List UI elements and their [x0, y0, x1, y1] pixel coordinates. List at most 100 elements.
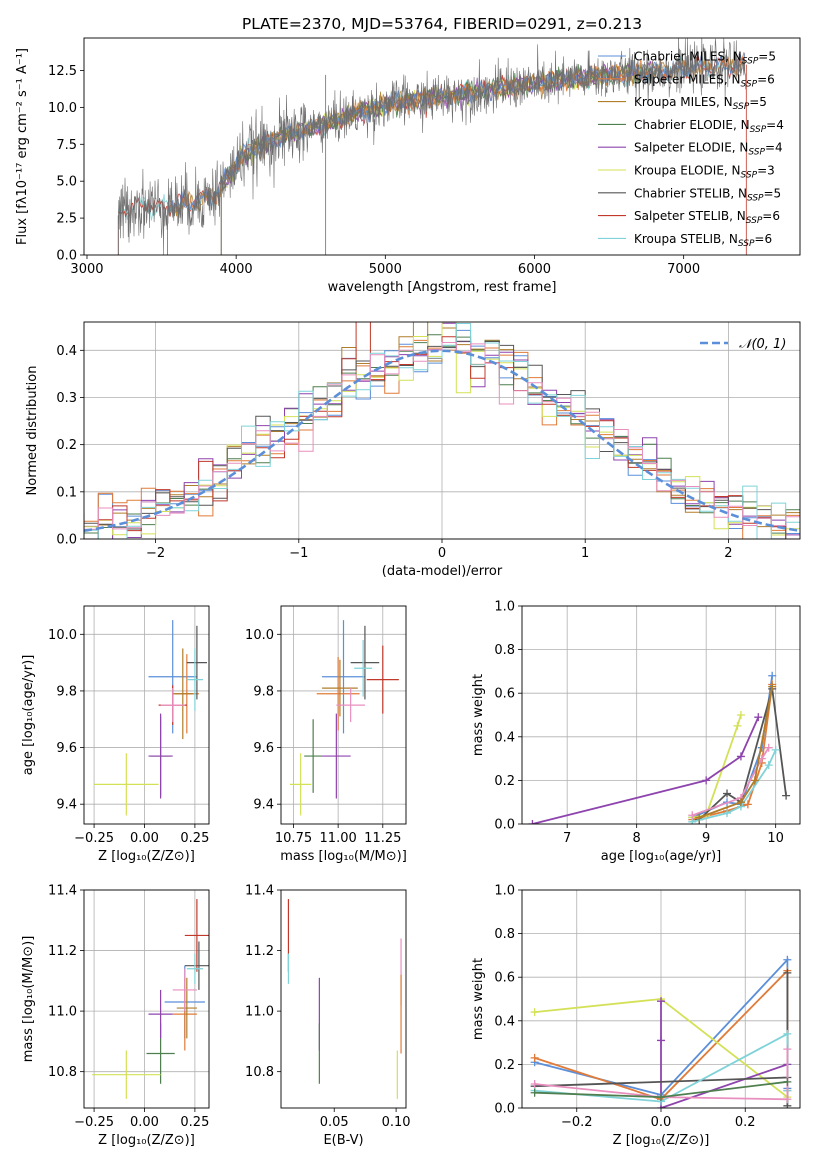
y-tick-label: 0.0: [56, 249, 77, 264]
y-tick-label: 10.0: [48, 101, 77, 116]
legend-subscript: SSP: [750, 125, 767, 135]
x-tick-label: 5000: [369, 262, 402, 277]
y-tick-label: 0.2: [494, 774, 515, 789]
legend-entry: Chabrier ELODIE, NSSP=4: [634, 118, 784, 135]
weight-lines: [530, 955, 792, 1108]
x-tick-label: 7000: [667, 262, 700, 277]
legend-label: Kroupa MILES, N: [634, 95, 733, 109]
y-tick-label: 0.3: [56, 391, 77, 406]
y-tick-label: 11.4: [48, 884, 77, 899]
weight-point-marker: [783, 1045, 792, 1054]
x-tick-label: 0.0: [651, 1115, 672, 1130]
weight-point-marker: [764, 743, 773, 752]
x-tick-label: 0.25: [180, 831, 209, 846]
mass-vs-Z-axes: −0.25 0.00 0.25 10.8 11.0 11.2 11.4 Z [log₁₀(Z/…: [21, 884, 210, 1148]
y-axis-label: mass weight: [471, 958, 486, 1040]
legend-subscript: SSP: [747, 193, 764, 203]
x-tick-label: 0.10: [382, 1115, 411, 1130]
weight-point-marker: [530, 1088, 539, 1097]
legend-value: =4: [765, 141, 783, 155]
y-tick-label: 0.4: [494, 1014, 515, 1029]
x-tick-label: 6000: [518, 262, 551, 277]
weight-point-marker: [783, 955, 792, 964]
x-axis-label: wavelength [Angstrom, rest frame]: [328, 280, 557, 295]
age-vs-mass-axes: 10.75 11.00 11.25 9.4 9.6 9.8 10.0 mass [log₁₀(…: [245, 605, 407, 864]
y-tick-label: 11.2: [48, 944, 77, 959]
x-tick-label: 4000: [220, 262, 253, 277]
y-axis-label: mass [log₁₀(M/M⊙)]: [21, 936, 36, 1063]
x-tick-label: 10: [767, 831, 784, 846]
weight-point-marker: [783, 1077, 792, 1086]
y-tick-label: 9.6: [56, 741, 77, 756]
x-axis-label: age [log₁₀(age/yr)]: [601, 849, 722, 864]
x-tick-label: 0.25: [180, 1115, 209, 1130]
errorbar-group: [92, 899, 209, 1099]
weight-series-line: [534, 1049, 789, 1101]
x-axis-label: Z [log₁₀(Z/Z⊙)]: [98, 849, 195, 864]
y-tick-label: 11.4: [245, 884, 274, 899]
weight-point-marker: [783, 1095, 792, 1104]
legend-entry: Chabrier MILES, NSSP=5: [634, 50, 776, 67]
legend-subscript: SSP: [738, 239, 755, 249]
observed-spectrum-line: [118, 38, 747, 255]
spectrum-frame: [83, 37, 801, 256]
x-tick-label: −2: [146, 546, 165, 561]
x-tick-label: 1: [581, 546, 589, 561]
y-tick-label: 9.4: [253, 798, 274, 813]
y-tick-label: 10.8: [48, 1065, 77, 1080]
weight-point-marker: [723, 809, 732, 818]
legend-label: Chabrier STELIB, N: [634, 186, 747, 200]
legend: Chabrier MILES, NSSP=5 Salpeter MILES, N S…: [598, 50, 784, 249]
legend-label: Salpeter MILES, N: [634, 72, 741, 86]
weight-point-marker: [530, 1008, 539, 1017]
legend-value: =4: [766, 118, 784, 132]
y-tick-label: 11.2: [245, 944, 274, 959]
mass-vs-Z-frame: [83, 889, 210, 1109]
weight-series-line: [660, 1001, 788, 1108]
legend-entry: Salpeter ELODIE, NSSP=4: [634, 141, 783, 158]
y-tick-label: 0.0: [494, 1102, 515, 1117]
y-axis-label: Flux [fλ10⁻¹⁷ erg cm⁻² s⁻¹ A⁻¹]: [15, 48, 30, 245]
y-tick-label: 0.6: [494, 687, 515, 702]
x-tick-label: 9: [702, 831, 710, 846]
legend-label: Kroupa ELODIE, N: [634, 164, 741, 178]
legend-value: =6: [754, 232, 772, 246]
y-tick-label: 10.0: [245, 628, 274, 643]
legend-value: =5: [749, 95, 767, 109]
mass-weight-vs-Z-frame: [521, 889, 801, 1109]
x-tick-label: 11.00: [320, 831, 357, 846]
weight-point-marker: [530, 1053, 539, 1062]
y-tick-label: 0.0: [56, 533, 77, 548]
y-tick-label: 2.5: [56, 212, 77, 227]
legend-value: =5: [758, 50, 776, 64]
y-tick-label: 0.8: [494, 643, 515, 658]
y-tick-label: 7.5: [56, 138, 77, 153]
weight-lines: [528, 671, 791, 824]
x-tick-label: 0.2: [735, 1115, 756, 1130]
histogram-group: [84, 322, 800, 539]
weight-point-marker: [768, 671, 777, 680]
x-tick-label: 8: [633, 831, 641, 846]
weight-point-marker: [736, 752, 745, 761]
x-tick-label: 0.05: [320, 1115, 349, 1130]
weight-series-line: [698, 686, 774, 819]
errorbar-group: [287, 899, 402, 1099]
weight-point-marker: [736, 798, 745, 807]
legend-subscript: SSP: [741, 171, 758, 181]
age-vs-Z-frame: [83, 605, 210, 825]
weight-point-marker: [750, 776, 759, 785]
legend-entry: Kroupa ELODIE, NSSP=3: [634, 164, 775, 181]
legend-entry: Kroupa MILES, NSSP=5: [634, 95, 767, 112]
y-tick-label: 9.6: [253, 741, 274, 756]
age-vs-Z-axes: −0.25 0.00 0.25 9.4 9.6 9.8 10.0 Z [log₁₀(Z/Z⊙)…: [21, 605, 210, 864]
y-tick-label: 0.2: [56, 438, 77, 453]
errorbar-group: [94, 620, 207, 816]
x-tick-label: 0.00: [130, 1115, 159, 1130]
weight-point-marker: [657, 1036, 665, 1045]
legend-value: =3: [757, 164, 775, 178]
y-tick-label: 12.5: [48, 64, 77, 79]
weight-series-line: [691, 747, 770, 817]
weight-point-marker: [783, 968, 792, 977]
y-tick-label: 5.0: [56, 175, 77, 190]
legend-label: Kroupa STELIB, N: [634, 232, 738, 246]
